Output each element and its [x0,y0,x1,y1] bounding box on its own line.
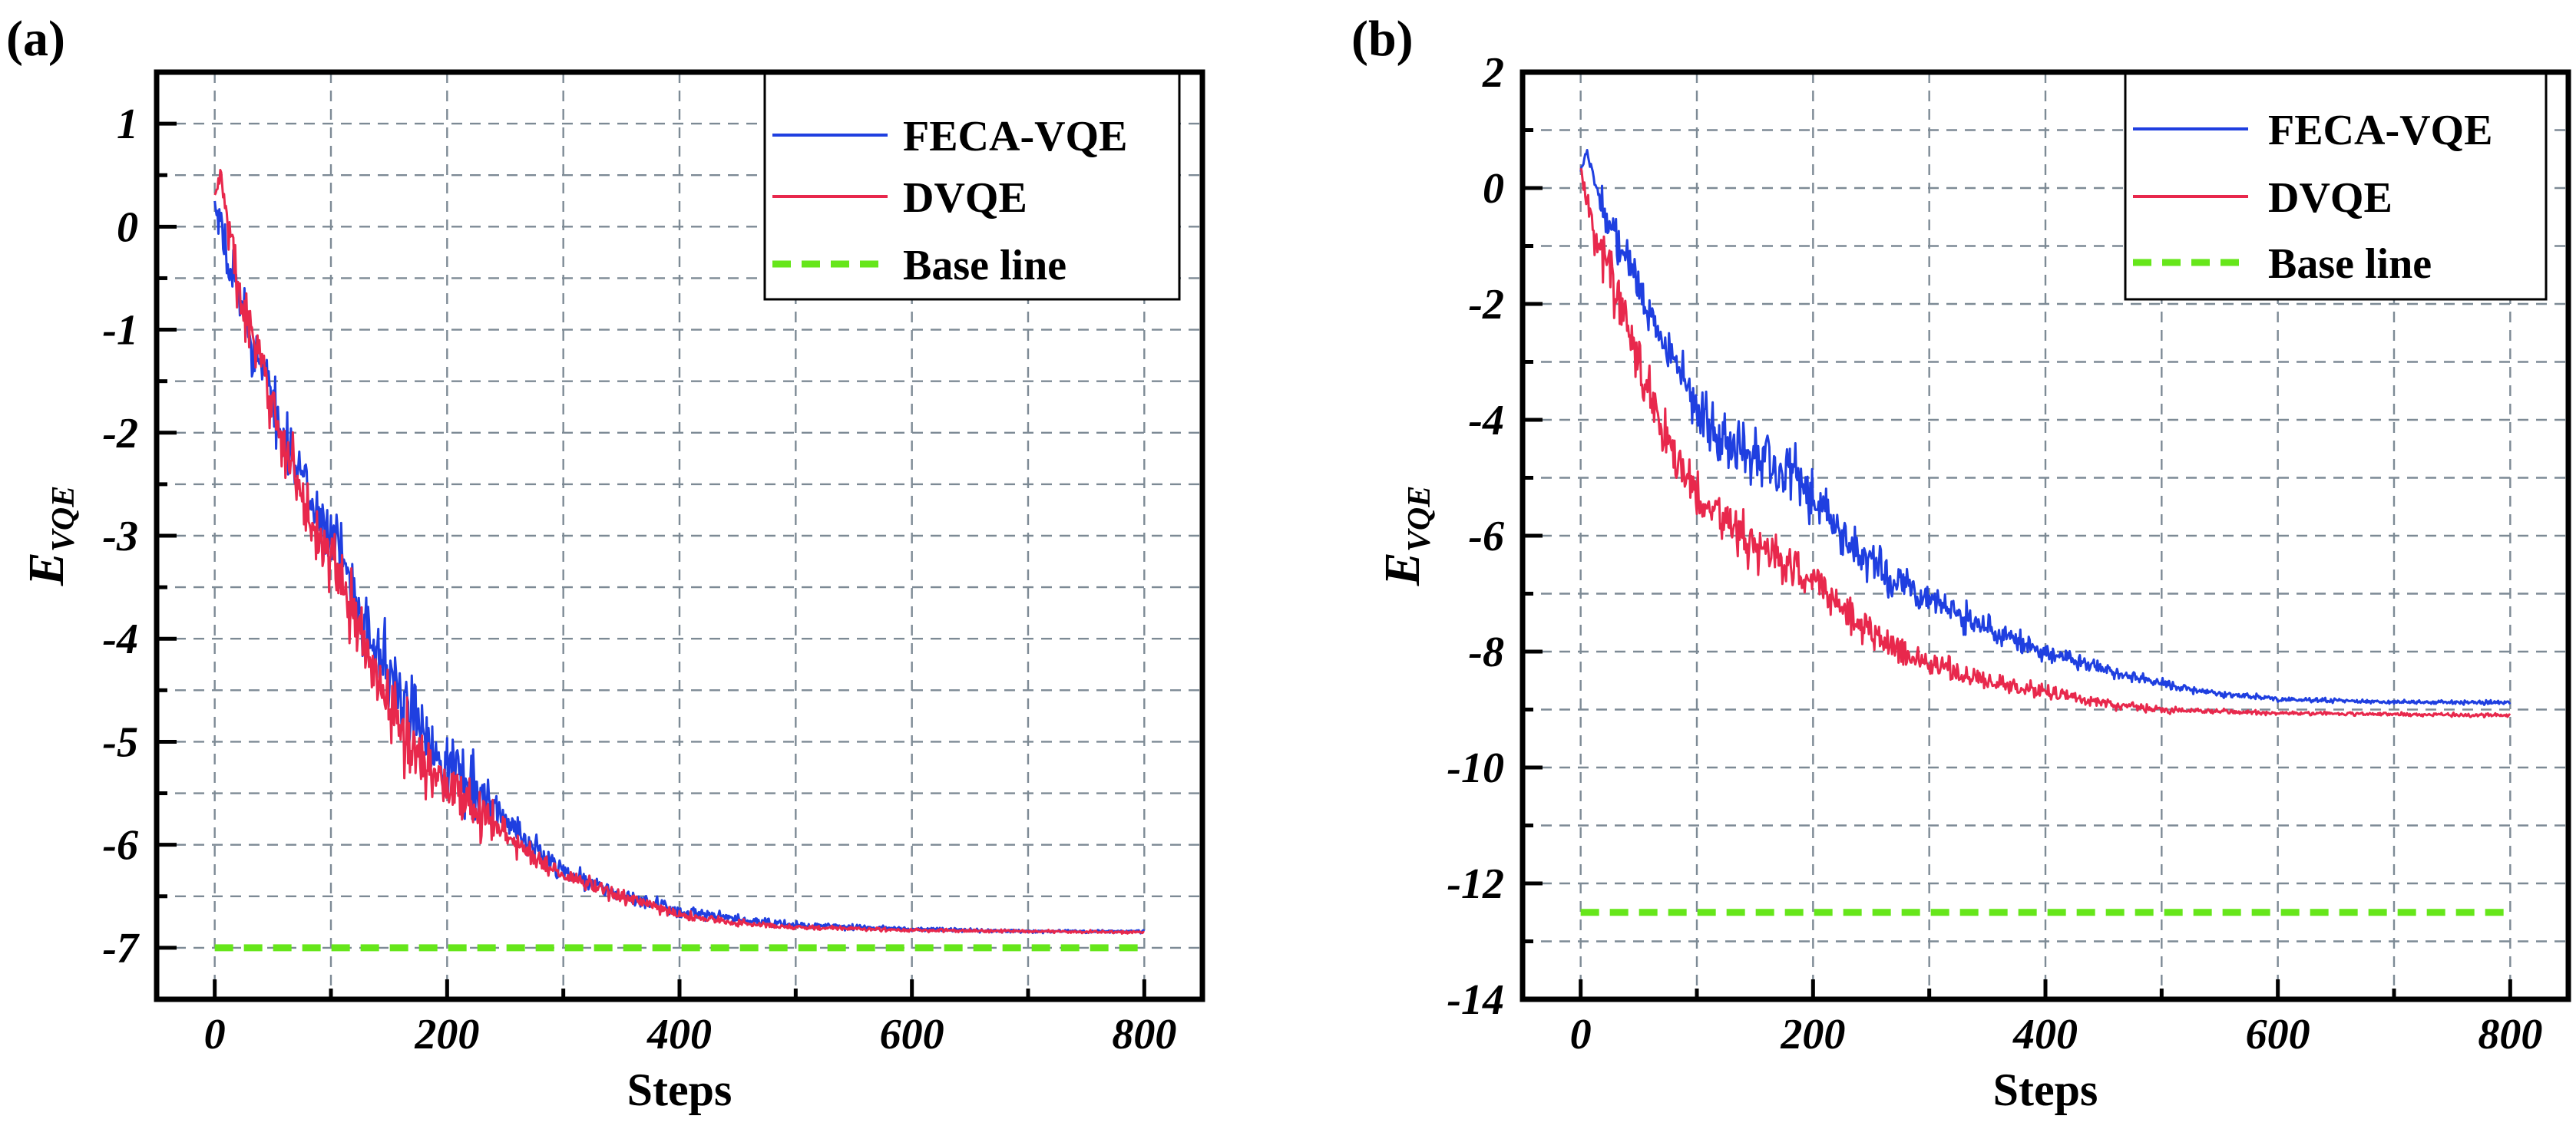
panel-a-series-feca-vqe-line [213,200,1146,935]
y-tick-label: -4 [1468,397,1504,444]
y-tick-label: -5 [102,718,138,766]
panel-b-y-tick-labels: 2 0 -2 -4 -6 -8 -10 -12 -14 [1447,49,1504,1024]
y-tick-label: -4 [102,616,138,663]
y-tick-label: -2 [1468,281,1504,328]
panel-a-x-tick-labels: 0 200 400 600 800 [204,1011,1177,1058]
x-tick-label: 0 [204,1011,226,1058]
panel-a-label: (a) [6,11,65,67]
x-tick-label: 400 [2012,1011,2078,1058]
y-tick-label: 1 [117,101,138,148]
y-tick-label: -12 [1447,860,1504,908]
panel-a-ticks [157,121,1146,999]
legend-label-feca-vqe: FECA-VQE [2268,107,2492,154]
y-tick-label: -3 [102,513,138,560]
panel-a-series [213,169,1146,952]
panel-a-x-axis-label: Steps [627,1065,732,1115]
legend-label-dvqe: DVQE [2268,174,2392,222]
panel-b-y-axis-label: EVQE [1374,486,1437,586]
y-axis-label-main: E [1374,552,1430,586]
y-tick-label: 0 [117,203,138,251]
panel-b-x-axis-label: Steps [1993,1065,2098,1115]
panel-b-x-tick-labels: 0 200 400 600 800 [1570,1011,2543,1058]
panel-b-grid [1523,71,2568,1001]
panel-b-label: (b) [1351,11,1414,67]
y-tick-label: -14 [1447,976,1504,1024]
panel-a-y-axis-label: EVQE [18,486,81,586]
y-tick-label: 2 [1482,49,1504,97]
y-axis-label-subscript: VQE [1402,486,1437,552]
x-tick-label: 800 [2478,1011,2542,1058]
x-tick-label: 0 [1570,1011,1592,1058]
panel-b-ticks [1523,70,2512,1002]
panel-b-series-dvqe-line [1579,167,2512,719]
panel-a-series-dvqe-line [213,169,1145,935]
y-axis-label-subscript: VQE [46,486,81,552]
panel-a-legend: FECA-VQE DVQE Base line [763,72,1181,301]
y-tick-label: -10 [1447,744,1504,792]
x-tick-label: 200 [414,1011,479,1058]
panel-a-grid [157,72,1202,999]
panel-b-series-feca-vqe-line [1579,149,2512,706]
legend-label-base-line: Base line [903,242,1066,289]
x-tick-label: 600 [880,1011,944,1058]
panel-b-legend: FECA-VQE DVQE Base line [2124,72,2548,301]
panel-b-chart: (b) 2 0 -2 -4 -6 -8 -10 -12 -14 0 200 40… [1351,11,2571,1115]
y-tick-label: -1 [102,307,138,355]
legend-label-feca-vqe: FECA-VQE [903,113,1127,160]
y-tick-label: -7 [102,925,140,972]
x-tick-label: 600 [2246,1011,2310,1058]
panel-b-series [1579,149,2512,916]
y-tick-label: -6 [102,822,138,870]
y-tick-label: -6 [1468,513,1504,560]
y-tick-label: -8 [1468,629,1504,676]
panel-a-y-tick-labels: 1 0 -1 -2 -3 -4 -5 -6 -7 [102,101,140,972]
legend-label-base-line: Base line [2268,240,2432,288]
y-tick-label: 0 [1483,165,1504,213]
x-tick-label: 400 [646,1011,712,1058]
y-tick-label: -2 [102,410,138,457]
x-tick-label: 200 [1780,1011,1845,1058]
x-tick-label: 800 [1112,1011,1176,1058]
y-axis-label-main: E [18,552,74,586]
legend-label-dvqe: DVQE [903,174,1027,222]
panel-a-chart: (a) 1 0 -1 -2 -3 -4 -5 -6 -7 0 200 400 6… [6,11,1205,1115]
